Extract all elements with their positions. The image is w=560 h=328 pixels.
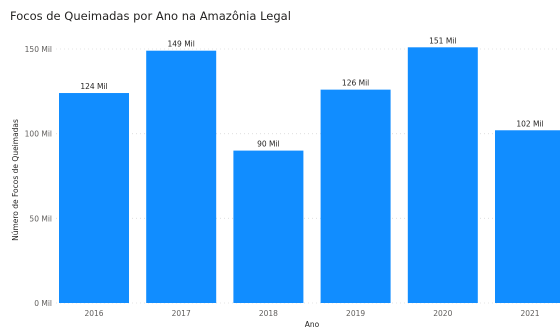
bar-2020[interactable] [407,47,478,303]
data-label-2020: 151 Mil [429,36,456,45]
data-label-2019: 126 Mil [342,79,369,88]
x-tick-label-2018: 2018 [259,309,278,318]
y-axis-title: Número de Focos de Queimadas [11,119,20,241]
data-label-2021: 102 Mil [516,119,543,128]
data-label-2016: 124 Mil [80,82,107,91]
bar-2017[interactable] [146,50,217,304]
y-tick-label: 100 Mil [25,130,52,139]
data-label-2018: 90 Mil [257,140,280,149]
bar-2021[interactable] [495,130,560,303]
x-tick-label-2016: 2016 [84,309,103,318]
chart-title: Focos de Queimadas por Ano na Amazônia L… [10,9,291,23]
bar-2016[interactable] [59,93,129,303]
y-tick-label: 150 Mil [25,45,52,54]
bars [59,47,560,304]
data-label-2017: 149 Mil [168,40,195,49]
x-axis-ticks: 2016 2017 2018 2019 2020 2021 [84,309,539,318]
x-tick-label-2020: 2020 [433,309,452,318]
bar-2019[interactable] [320,89,391,303]
y-tick-label: 0 Mil [34,299,52,308]
x-tick-label-2017: 2017 [172,309,191,318]
data-labels: 124 Mil 149 Mil 90 Mil 126 Mil 151 Mil 102 Mi… [80,36,543,148]
x-axis-title: Ano [305,320,320,328]
bar-2018[interactable] [233,150,304,303]
x-tick-label-2021: 2021 [520,309,539,318]
y-tick-label: 50 Mil [29,214,52,223]
y-axis-ticks: 0 Mil 50 Mil 100 Mil 150 Mil [25,45,52,308]
gridlines [56,48,560,304]
x-tick-label-2019: 2019 [346,309,365,318]
